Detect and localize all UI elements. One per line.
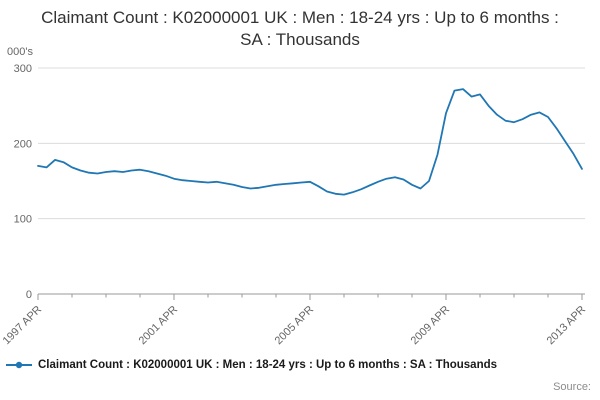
chart-plot: 0 100 200 300 1997 APR 2001 APR 2005 APR 2009 A… <box>1 63 589 348</box>
y-axis-tick-label: 100 <box>14 214 32 226</box>
y-axis-tick-label: 0 <box>26 289 32 301</box>
x-axis-tick-label: 2005 APR <box>273 304 317 348</box>
legend-label: Claimant Count : K02000001 UK : Men : 18… <box>38 359 498 371</box>
x-axis-tick-label: 2001 APR <box>137 304 181 348</box>
y-axis-tick-label: 300 <box>14 63 32 75</box>
chart-title: Claimant Count : K02000001 UK : Men : 18… <box>41 8 559 50</box>
legend-marker-dot <box>15 361 23 369</box>
legend: Claimant Count : K02000001 UK : Men : 18… <box>6 359 497 371</box>
series-line <box>37 88 583 196</box>
x-axis-tick-label: 2013 APR <box>545 304 589 348</box>
x-axis-tick-label: 1997 APR <box>1 304 45 348</box>
x-axis-tick-label: 2009 APR <box>409 304 453 348</box>
legend-line-marker <box>6 361 32 369</box>
y-axis-tick-label: 200 <box>14 138 32 150</box>
source-label: Source: <box>553 381 591 393</box>
y-axis-unit-label: 000's <box>7 46 33 58</box>
